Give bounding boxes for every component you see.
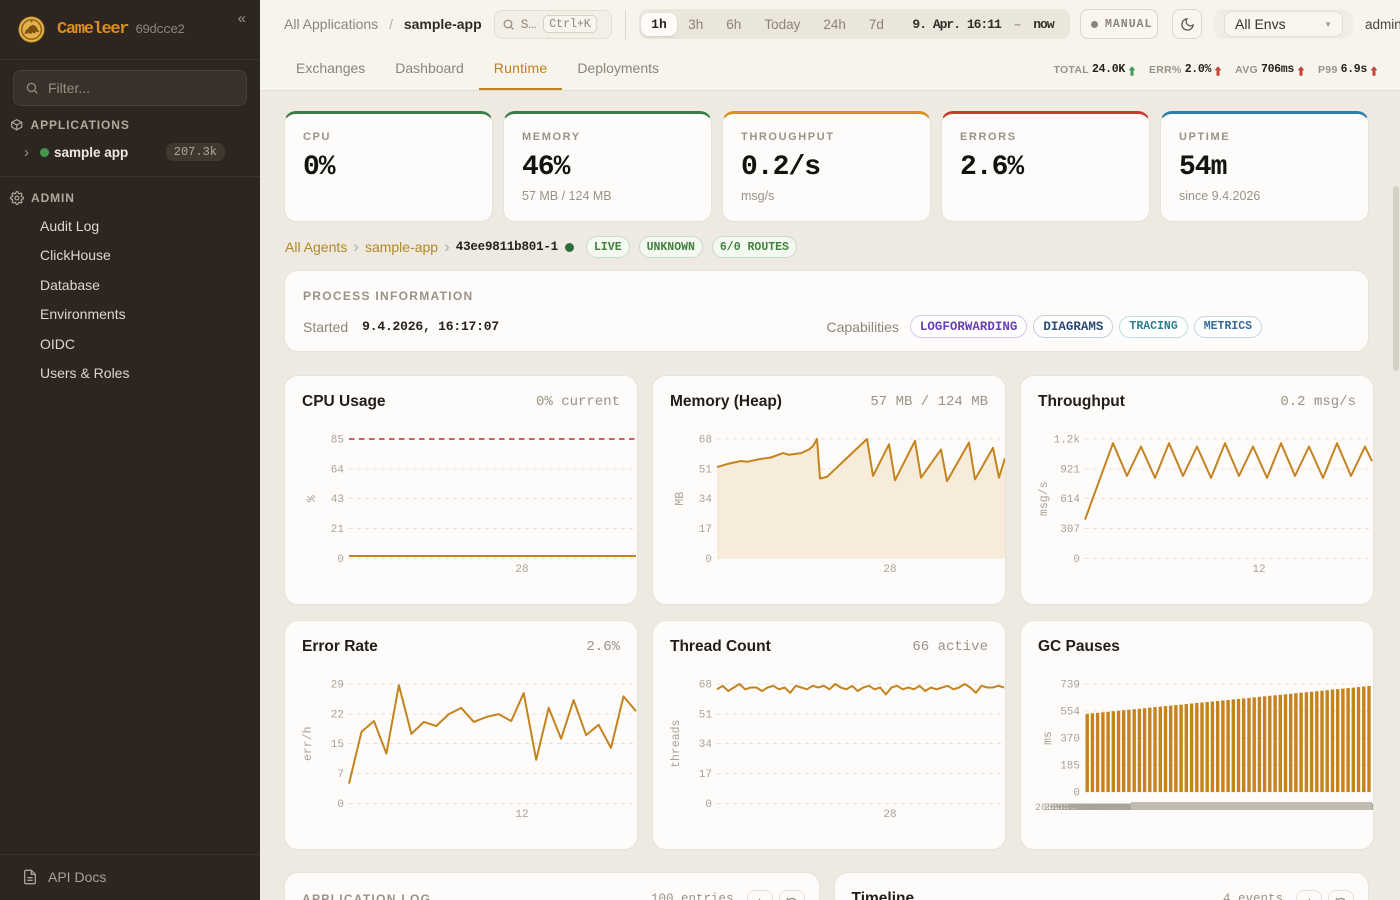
svg-text:2000000000: 2000000000	[1087, 803, 1147, 814]
svg-text:22: 22	[331, 710, 344, 722]
svg-text:2000000000: 2000000000	[1052, 803, 1112, 814]
svg-text:msg/s: msg/s	[1038, 481, 1051, 516]
svg-text:2000000000: 2000000000	[1061, 803, 1121, 814]
svg-text:2000000000: 2000000000	[1044, 803, 1104, 814]
svg-text:MB: MB	[674, 492, 687, 506]
svg-text:1.2k: 1.2k	[1054, 435, 1081, 447]
svg-text:85: 85	[331, 435, 344, 447]
svg-text:%: %	[306, 495, 319, 502]
svg-text:29: 29	[331, 680, 344, 692]
svg-text:err/h: err/h	[302, 726, 315, 761]
svg-text:43: 43	[331, 494, 344, 506]
svg-text:554: 554	[1060, 707, 1080, 719]
svg-text:7: 7	[337, 769, 344, 781]
svg-text:0: 0	[705, 554, 712, 566]
svg-text:370: 370	[1060, 734, 1080, 746]
svg-text:0: 0	[1073, 788, 1080, 800]
svg-text:2000000000: 2000000000	[1078, 803, 1138, 814]
svg-text:51: 51	[699, 710, 713, 722]
svg-text:15: 15	[331, 739, 344, 751]
svg-text:68: 68	[699, 680, 712, 692]
svg-text:2000000000: 2000000000	[1095, 803, 1155, 814]
svg-text:17: 17	[699, 524, 712, 536]
svg-text:34: 34	[699, 494, 713, 506]
svg-text:17: 17	[699, 769, 712, 781]
svg-text:185: 185	[1060, 761, 1080, 773]
svg-text:0: 0	[337, 799, 344, 811]
svg-text:2000000000: 2000000000	[1035, 803, 1095, 814]
svg-text:64: 64	[331, 465, 345, 477]
svg-text:28: 28	[883, 564, 896, 576]
svg-text:0: 0	[1073, 554, 1080, 566]
svg-text:ms: ms	[1042, 731, 1055, 745]
svg-text:34: 34	[699, 739, 713, 751]
svg-text:2000000000: 2000000000	[1069, 803, 1129, 814]
svg-text:51: 51	[699, 465, 713, 477]
svg-text:921: 921	[1060, 465, 1080, 477]
svg-text:68: 68	[699, 435, 712, 447]
svg-text:threads: threads	[670, 720, 683, 768]
svg-text:28: 28	[515, 564, 528, 576]
svg-text:739: 739	[1060, 680, 1080, 692]
svg-text:12: 12	[1252, 564, 1265, 576]
svg-text:614: 614	[1060, 494, 1080, 506]
svg-text:0: 0	[705, 799, 712, 811]
svg-text:0: 0	[337, 554, 344, 566]
svg-text:12: 12	[515, 809, 528, 821]
svg-text:28: 28	[883, 809, 896, 821]
svg-text:307: 307	[1060, 524, 1080, 536]
svg-text:21: 21	[331, 524, 345, 536]
